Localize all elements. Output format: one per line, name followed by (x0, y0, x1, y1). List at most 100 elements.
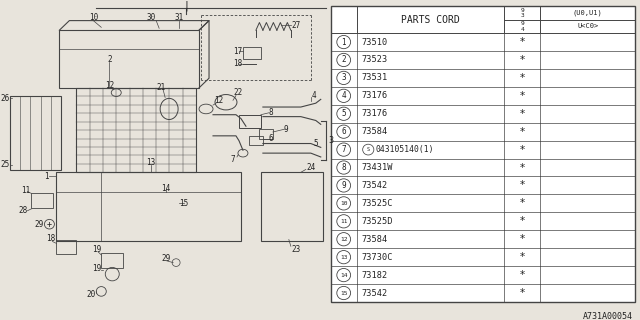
Text: 15: 15 (179, 198, 189, 208)
Text: 25: 25 (1, 160, 10, 169)
Text: 73542: 73542 (362, 289, 388, 298)
Text: 29: 29 (35, 220, 44, 229)
Text: *: * (520, 234, 525, 244)
Text: *: * (520, 91, 525, 101)
Bar (101, 253, 124, 268)
Text: 73523: 73523 (362, 55, 388, 64)
Text: 19: 19 (92, 245, 101, 254)
Text: 7: 7 (230, 155, 236, 164)
Text: 1: 1 (341, 37, 346, 46)
Text: 26: 26 (1, 94, 10, 103)
Bar (249, 136, 263, 146)
Text: 9
4: 9 4 (520, 21, 524, 32)
Text: 73531: 73531 (362, 73, 388, 83)
Text: *: * (520, 163, 525, 172)
Text: 73542: 73542 (362, 181, 388, 190)
Bar (76, 88, 196, 172)
Text: |: | (183, 1, 189, 12)
Text: 73525C: 73525C (362, 199, 393, 208)
Text: 4: 4 (341, 91, 346, 100)
Text: *: * (520, 37, 525, 47)
Text: *: * (520, 145, 525, 155)
Text: (U0,U1): (U0,U1) (573, 10, 602, 16)
Text: 1: 1 (44, 172, 49, 181)
Text: 13: 13 (147, 158, 156, 167)
Text: *: * (520, 252, 525, 262)
Bar (60, 30, 199, 88)
Bar (239, 115, 261, 128)
Bar (243, 47, 261, 59)
Text: U<C0>: U<C0> (577, 23, 598, 29)
Text: 9: 9 (284, 124, 288, 134)
Text: 8: 8 (341, 163, 346, 172)
Text: 13: 13 (340, 255, 348, 260)
Text: 73176: 73176 (362, 91, 388, 100)
Text: 73176: 73176 (362, 109, 388, 118)
Text: 73730C: 73730C (362, 253, 393, 262)
Text: PARTS CORD: PARTS CORD (401, 15, 460, 25)
Text: 20: 20 (86, 290, 96, 299)
Text: 18: 18 (46, 234, 55, 243)
Bar (331, 6, 635, 302)
Text: 6: 6 (269, 134, 273, 143)
Text: *: * (520, 198, 525, 208)
Text: 2: 2 (107, 54, 111, 63)
Text: S: S (367, 147, 370, 152)
Text: 9
3: 9 3 (520, 8, 524, 18)
Text: 17: 17 (234, 47, 243, 56)
Text: *: * (520, 73, 525, 83)
Text: 73510: 73510 (362, 37, 388, 46)
Text: 30: 30 (147, 13, 156, 22)
Text: 19: 19 (92, 264, 101, 273)
Text: 11: 11 (21, 186, 30, 195)
Bar (10, 95, 61, 171)
Text: 12: 12 (214, 96, 223, 105)
Text: 3: 3 (328, 136, 333, 145)
Text: 3: 3 (341, 73, 346, 83)
Text: 2: 2 (341, 55, 346, 64)
Text: 23: 23 (291, 245, 300, 254)
Text: 7: 7 (341, 145, 346, 154)
Text: +: + (47, 220, 52, 229)
Text: 14: 14 (340, 273, 348, 277)
Text: 73584: 73584 (362, 235, 388, 244)
Text: 12: 12 (340, 237, 348, 242)
Text: *: * (520, 180, 525, 190)
Text: 24: 24 (306, 163, 316, 172)
Bar (56, 172, 241, 242)
Bar (259, 129, 273, 139)
Text: 6: 6 (341, 127, 346, 136)
Text: 18: 18 (234, 59, 243, 68)
Text: 21: 21 (157, 83, 166, 92)
Text: *: * (520, 288, 525, 298)
Text: 9: 9 (341, 181, 346, 190)
Text: *: * (520, 270, 525, 280)
Text: 29: 29 (161, 254, 171, 263)
Text: 14: 14 (161, 184, 171, 193)
Text: 28: 28 (19, 206, 28, 215)
Text: 5: 5 (341, 109, 346, 118)
Text: 27: 27 (291, 21, 300, 30)
Text: 11: 11 (340, 219, 348, 224)
Text: 15: 15 (340, 291, 348, 295)
Text: 10: 10 (89, 13, 98, 22)
Bar (31, 194, 53, 208)
Text: 12: 12 (105, 81, 114, 91)
Text: *: * (520, 216, 525, 226)
Text: 22: 22 (234, 88, 243, 97)
Text: 043105140(1): 043105140(1) (376, 145, 435, 154)
Text: 73431W: 73431W (362, 163, 393, 172)
Text: 10: 10 (340, 201, 348, 206)
Text: 73182: 73182 (362, 271, 388, 280)
Bar (261, 172, 323, 242)
Text: *: * (520, 109, 525, 119)
Text: A731A00054: A731A00054 (583, 312, 633, 320)
Text: *: * (520, 127, 525, 137)
Text: 73584: 73584 (362, 127, 388, 136)
Text: *: * (520, 55, 525, 65)
Text: 8: 8 (269, 108, 273, 117)
Text: 4: 4 (312, 91, 316, 100)
Text: 73525D: 73525D (362, 217, 393, 226)
Text: 5: 5 (314, 139, 318, 148)
Text: 31: 31 (175, 13, 184, 22)
